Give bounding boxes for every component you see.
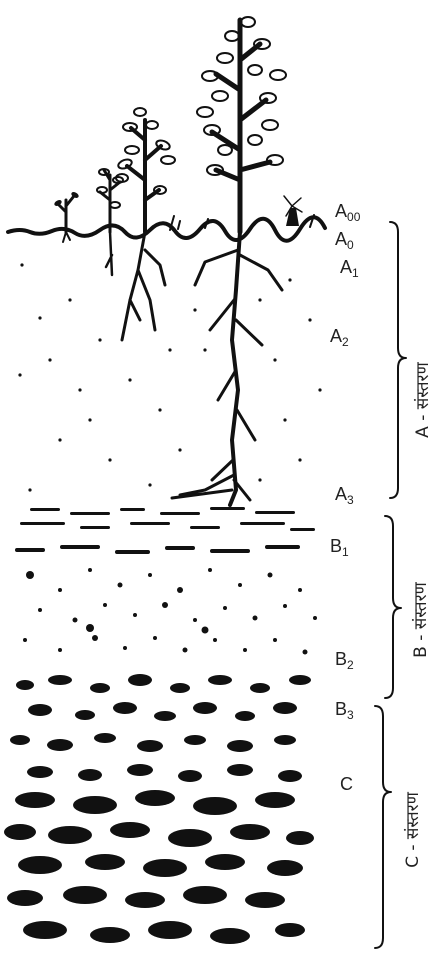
label-a1: A1 <box>340 257 359 280</box>
ground-surface <box>6 195 327 243</box>
plant-tall-tree <box>170 16 287 507</box>
label-a3: A3 <box>335 484 354 507</box>
plant-medium <box>115 107 176 342</box>
label-b2: B2 <box>335 649 354 672</box>
zone-label-a: A - संस्तरण <box>413 361 433 437</box>
brace-b-horizon <box>384 515 402 699</box>
label-b3: B3 <box>335 699 354 722</box>
label-c: C <box>340 774 353 794</box>
b2-b3-horizon-blobs <box>10 674 311 782</box>
a3-b1-transition <box>15 507 315 554</box>
label-a00: A00 <box>335 201 361 224</box>
b1-horizon-speckles <box>23 568 317 655</box>
brace-c-horizon <box>374 705 392 949</box>
label-a2: A2 <box>330 326 349 349</box>
zone-label-c: C - संस्तरण <box>403 791 423 868</box>
zone-label-b: B - संस्तरण <box>411 581 431 657</box>
plant-small <box>54 192 79 243</box>
label-b1: B1 <box>330 536 349 559</box>
c-horizon-rocks <box>4 790 314 944</box>
brace-a-horizon <box>389 221 407 499</box>
plant-seedling <box>96 168 124 277</box>
a-horizon-dots <box>18 263 322 492</box>
label-a0: A0 <box>335 229 354 252</box>
